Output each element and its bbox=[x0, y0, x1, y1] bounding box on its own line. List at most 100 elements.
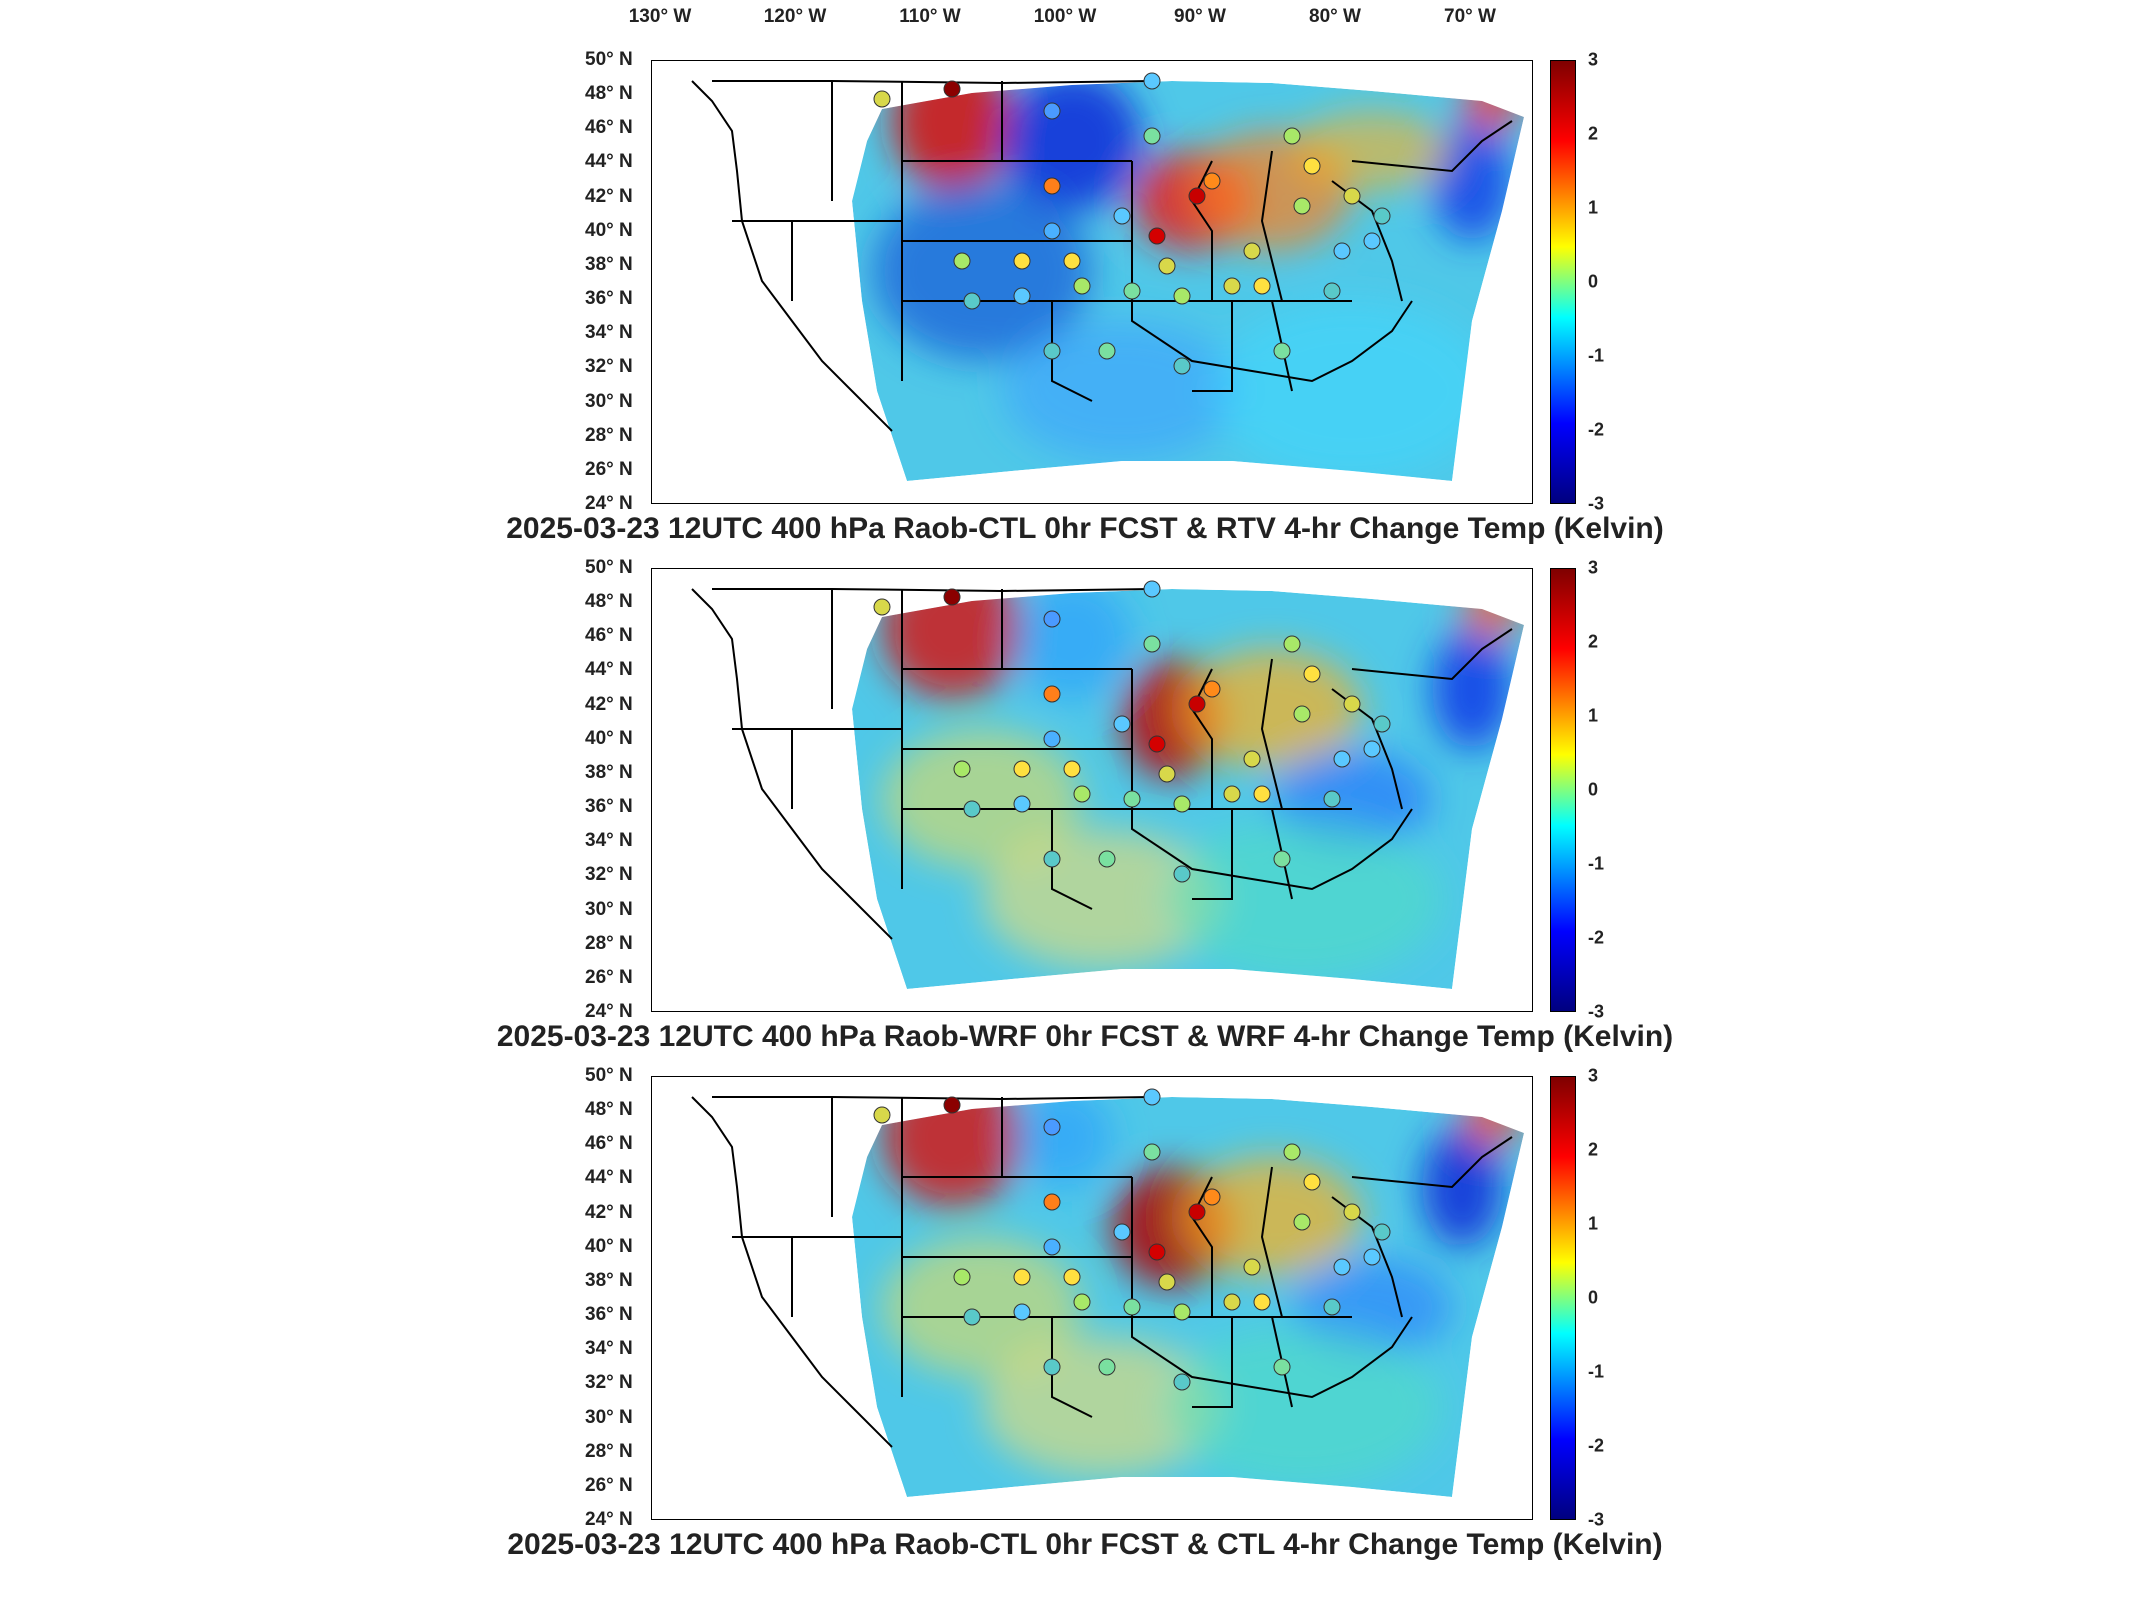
raob-station-marker bbox=[1148, 227, 1166, 245]
boundary-line bbox=[691, 1096, 893, 1448]
boundary-line bbox=[1192, 809, 1233, 900]
raob-station-marker bbox=[963, 800, 981, 818]
colorbar-tick: 3 bbox=[1588, 557, 1599, 578]
boundary-line bbox=[712, 80, 1153, 85]
boundary-line bbox=[1131, 161, 1413, 383]
lat-label: 40° N bbox=[585, 727, 633, 749]
raob-station-marker bbox=[1243, 1258, 1261, 1276]
raob-station-marker bbox=[1043, 1358, 1061, 1376]
lat-label: 50° N bbox=[585, 557, 633, 578]
raob-station-marker bbox=[1043, 610, 1061, 628]
field-blob bbox=[982, 1337, 1222, 1477]
lat-label: 44° N bbox=[585, 1167, 633, 1189]
raob-station-marker bbox=[1173, 795, 1191, 813]
raob-station-marker bbox=[1303, 157, 1321, 175]
raob-station-marker bbox=[1043, 222, 1061, 240]
raob-station-marker bbox=[1098, 1358, 1116, 1376]
field-blob bbox=[1212, 301, 1492, 481]
temperature-field bbox=[852, 589, 1524, 989]
raob-station-marker bbox=[1343, 1203, 1361, 1221]
raob-station-marker bbox=[1323, 282, 1341, 300]
panel-title: 2025-03-23 12UTC 400 hPa Raob-WRF 0hr FC… bbox=[496, 1020, 1674, 1053]
lat-label: 28° N bbox=[585, 1440, 633, 1462]
raob-station-marker bbox=[1188, 1203, 1206, 1221]
raob-station-marker bbox=[1223, 785, 1241, 803]
raob-station-marker bbox=[963, 292, 981, 310]
lat-label: 50° N bbox=[585, 49, 633, 70]
raob-station-marker bbox=[1098, 342, 1116, 360]
colorbar-tick: 2 bbox=[1588, 631, 1599, 652]
raob-station-marker bbox=[1013, 760, 1031, 778]
raob-station-marker bbox=[1013, 287, 1031, 305]
raob-station-marker bbox=[1373, 207, 1391, 225]
boundary-line bbox=[1131, 669, 1413, 891]
raob-station-marker bbox=[953, 1268, 971, 1286]
field-blob bbox=[1002, 81, 1142, 211]
raob-station-marker bbox=[1113, 207, 1131, 225]
raob-station-marker bbox=[1148, 735, 1166, 753]
lat-label: 46° N bbox=[585, 1133, 633, 1155]
raob-station-marker bbox=[1243, 750, 1261, 768]
boundary-line bbox=[1351, 120, 1513, 173]
map-plot bbox=[651, 568, 1533, 1012]
lat-label: 42° N bbox=[585, 693, 633, 715]
raob-station-marker bbox=[1173, 1303, 1191, 1321]
lat-label: 40° N bbox=[585, 219, 633, 241]
lat-label: 24° N bbox=[585, 493, 633, 514]
lat-label: 24° N bbox=[585, 1509, 633, 1530]
temperature-field bbox=[852, 81, 1524, 481]
field-blob bbox=[1182, 1157, 1362, 1277]
temperature-field bbox=[852, 1097, 1524, 1497]
lat-label: 26° N bbox=[585, 458, 633, 480]
lat-label: 44° N bbox=[585, 659, 633, 681]
raob-station-marker bbox=[1043, 342, 1061, 360]
lat-label: 34° N bbox=[585, 830, 633, 852]
raob-station-marker bbox=[1293, 1213, 1311, 1231]
lat-label: 50° N bbox=[585, 1065, 633, 1086]
raob-station-marker bbox=[1073, 785, 1091, 803]
raob-station-marker bbox=[1148, 1243, 1166, 1261]
raob-station-marker bbox=[1043, 730, 1061, 748]
raob-station-marker bbox=[1043, 1238, 1061, 1256]
colorbar-tick: 0 bbox=[1588, 1287, 1599, 1308]
raob-station-marker bbox=[1333, 1258, 1351, 1276]
lat-label: 38° N bbox=[585, 1269, 633, 1291]
field-blob bbox=[1292, 111, 1452, 191]
raob-station-marker bbox=[1273, 1358, 1291, 1376]
colorbar-tick: -1 bbox=[1588, 853, 1605, 874]
colorbar-tick: 3 bbox=[1588, 49, 1599, 70]
lat-label: 46° N bbox=[585, 117, 633, 139]
raob-station-marker bbox=[1253, 1293, 1271, 1311]
boundary-line bbox=[1351, 628, 1513, 681]
colorbar-tick: 3 bbox=[1588, 1065, 1599, 1086]
lon-label: 70° W bbox=[1444, 6, 1496, 27]
field-blob bbox=[872, 181, 1092, 361]
raob-station-marker bbox=[963, 1308, 981, 1326]
colorbar-tick: 1 bbox=[1588, 705, 1599, 726]
boundary-line bbox=[1051, 1317, 1093, 1418]
lat-label: 34° N bbox=[585, 322, 633, 344]
lat-label: 48° N bbox=[585, 591, 633, 613]
raob-station-marker bbox=[1013, 795, 1031, 813]
colorbar-tick: -1 bbox=[1588, 1361, 1605, 1382]
raob-station-marker bbox=[943, 1096, 961, 1114]
lat-label: 40° N bbox=[585, 1235, 633, 1257]
lat-label: 38° N bbox=[585, 253, 633, 275]
raob-station-marker bbox=[1243, 242, 1261, 260]
raob-station-marker bbox=[1013, 252, 1031, 270]
raob-station-marker bbox=[1203, 172, 1221, 190]
raob-station-marker bbox=[1143, 1088, 1161, 1106]
lat-label: 36° N bbox=[585, 796, 633, 818]
lat-label: 34° N bbox=[585, 1338, 633, 1360]
boundary-line bbox=[1190, 668, 1213, 809]
panel-title: 2025-03-23 12UTC 400 hPa Raob-CTL 0hr FC… bbox=[506, 512, 1664, 545]
field-blob bbox=[882, 729, 1082, 869]
raob-station-marker bbox=[1293, 705, 1311, 723]
raob-station-marker bbox=[1323, 790, 1341, 808]
raob-station-marker bbox=[1203, 680, 1221, 698]
lat-label: 30° N bbox=[585, 898, 633, 920]
raob-station-marker bbox=[1063, 760, 1081, 778]
field-blob bbox=[1012, 1097, 1112, 1187]
boundary-line bbox=[1051, 809, 1093, 910]
colorbar-tick: -3 bbox=[1588, 493, 1605, 514]
